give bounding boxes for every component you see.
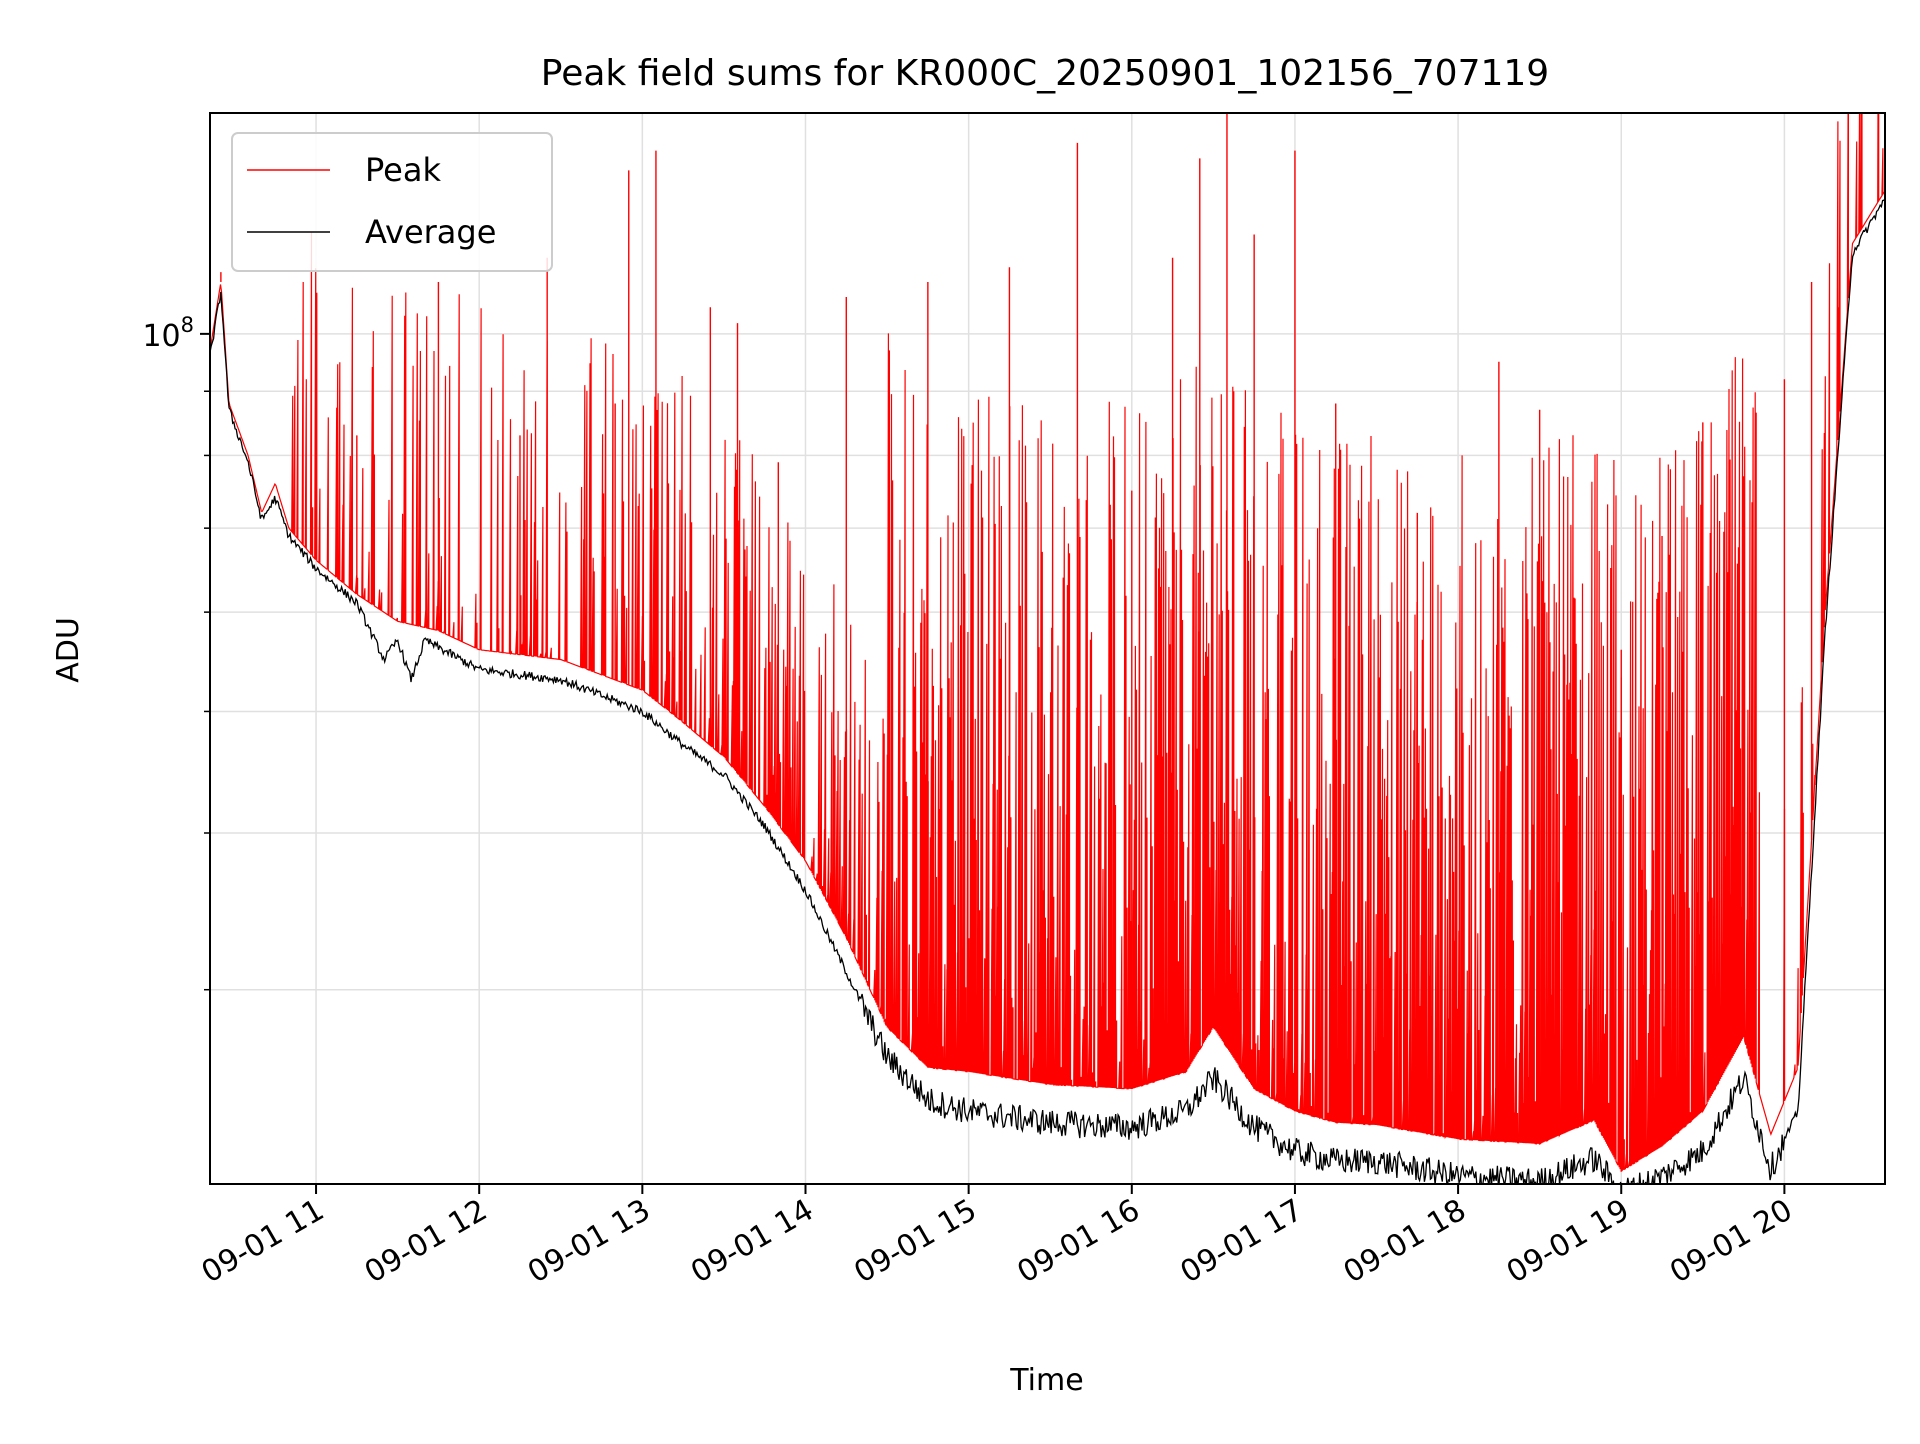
series-layer: [210, 113, 1885, 1184]
x-tick-label: 09-01 13: [522, 1193, 656, 1291]
x-axis-label: Time: [1009, 1363, 1083, 1398]
x-tick-label: 09-01 20: [1664, 1193, 1798, 1291]
x-tick-label: 09-01 14: [685, 1193, 819, 1291]
x-tick-label: 09-01 11: [196, 1193, 330, 1291]
series-line-peak: [210, 113, 1885, 1173]
x-tick-label: 09-01 12: [359, 1193, 493, 1291]
x-tick-label: 09-01 17: [1175, 1193, 1309, 1291]
chart-title: Peak field sums for KR000C_20250901_1021…: [541, 53, 1549, 94]
y-tick-label: 108: [142, 313, 194, 354]
grid-layer: [210, 113, 1885, 1184]
y-axis-label: ADU: [51, 617, 86, 683]
legend: Peak Average: [231, 132, 553, 272]
x-tick-label: 09-01 18: [1338, 1193, 1472, 1291]
legend-label-average: Average: [365, 213, 496, 251]
x-tick-label: 09-01 16: [1011, 1193, 1145, 1291]
x-tick-label: 09-01 15: [848, 1193, 982, 1291]
legend-box: [231, 132, 553, 272]
plot-frame: [209, 112, 1886, 1185]
y-tick-label-base: 10: [142, 319, 180, 354]
x-tick-label: 09-01 19: [1501, 1193, 1635, 1291]
y-tick-label-exponent: 8: [181, 313, 194, 337]
series-line-average: [210, 197, 1885, 1184]
legend-label-peak: Peak: [365, 151, 441, 189]
